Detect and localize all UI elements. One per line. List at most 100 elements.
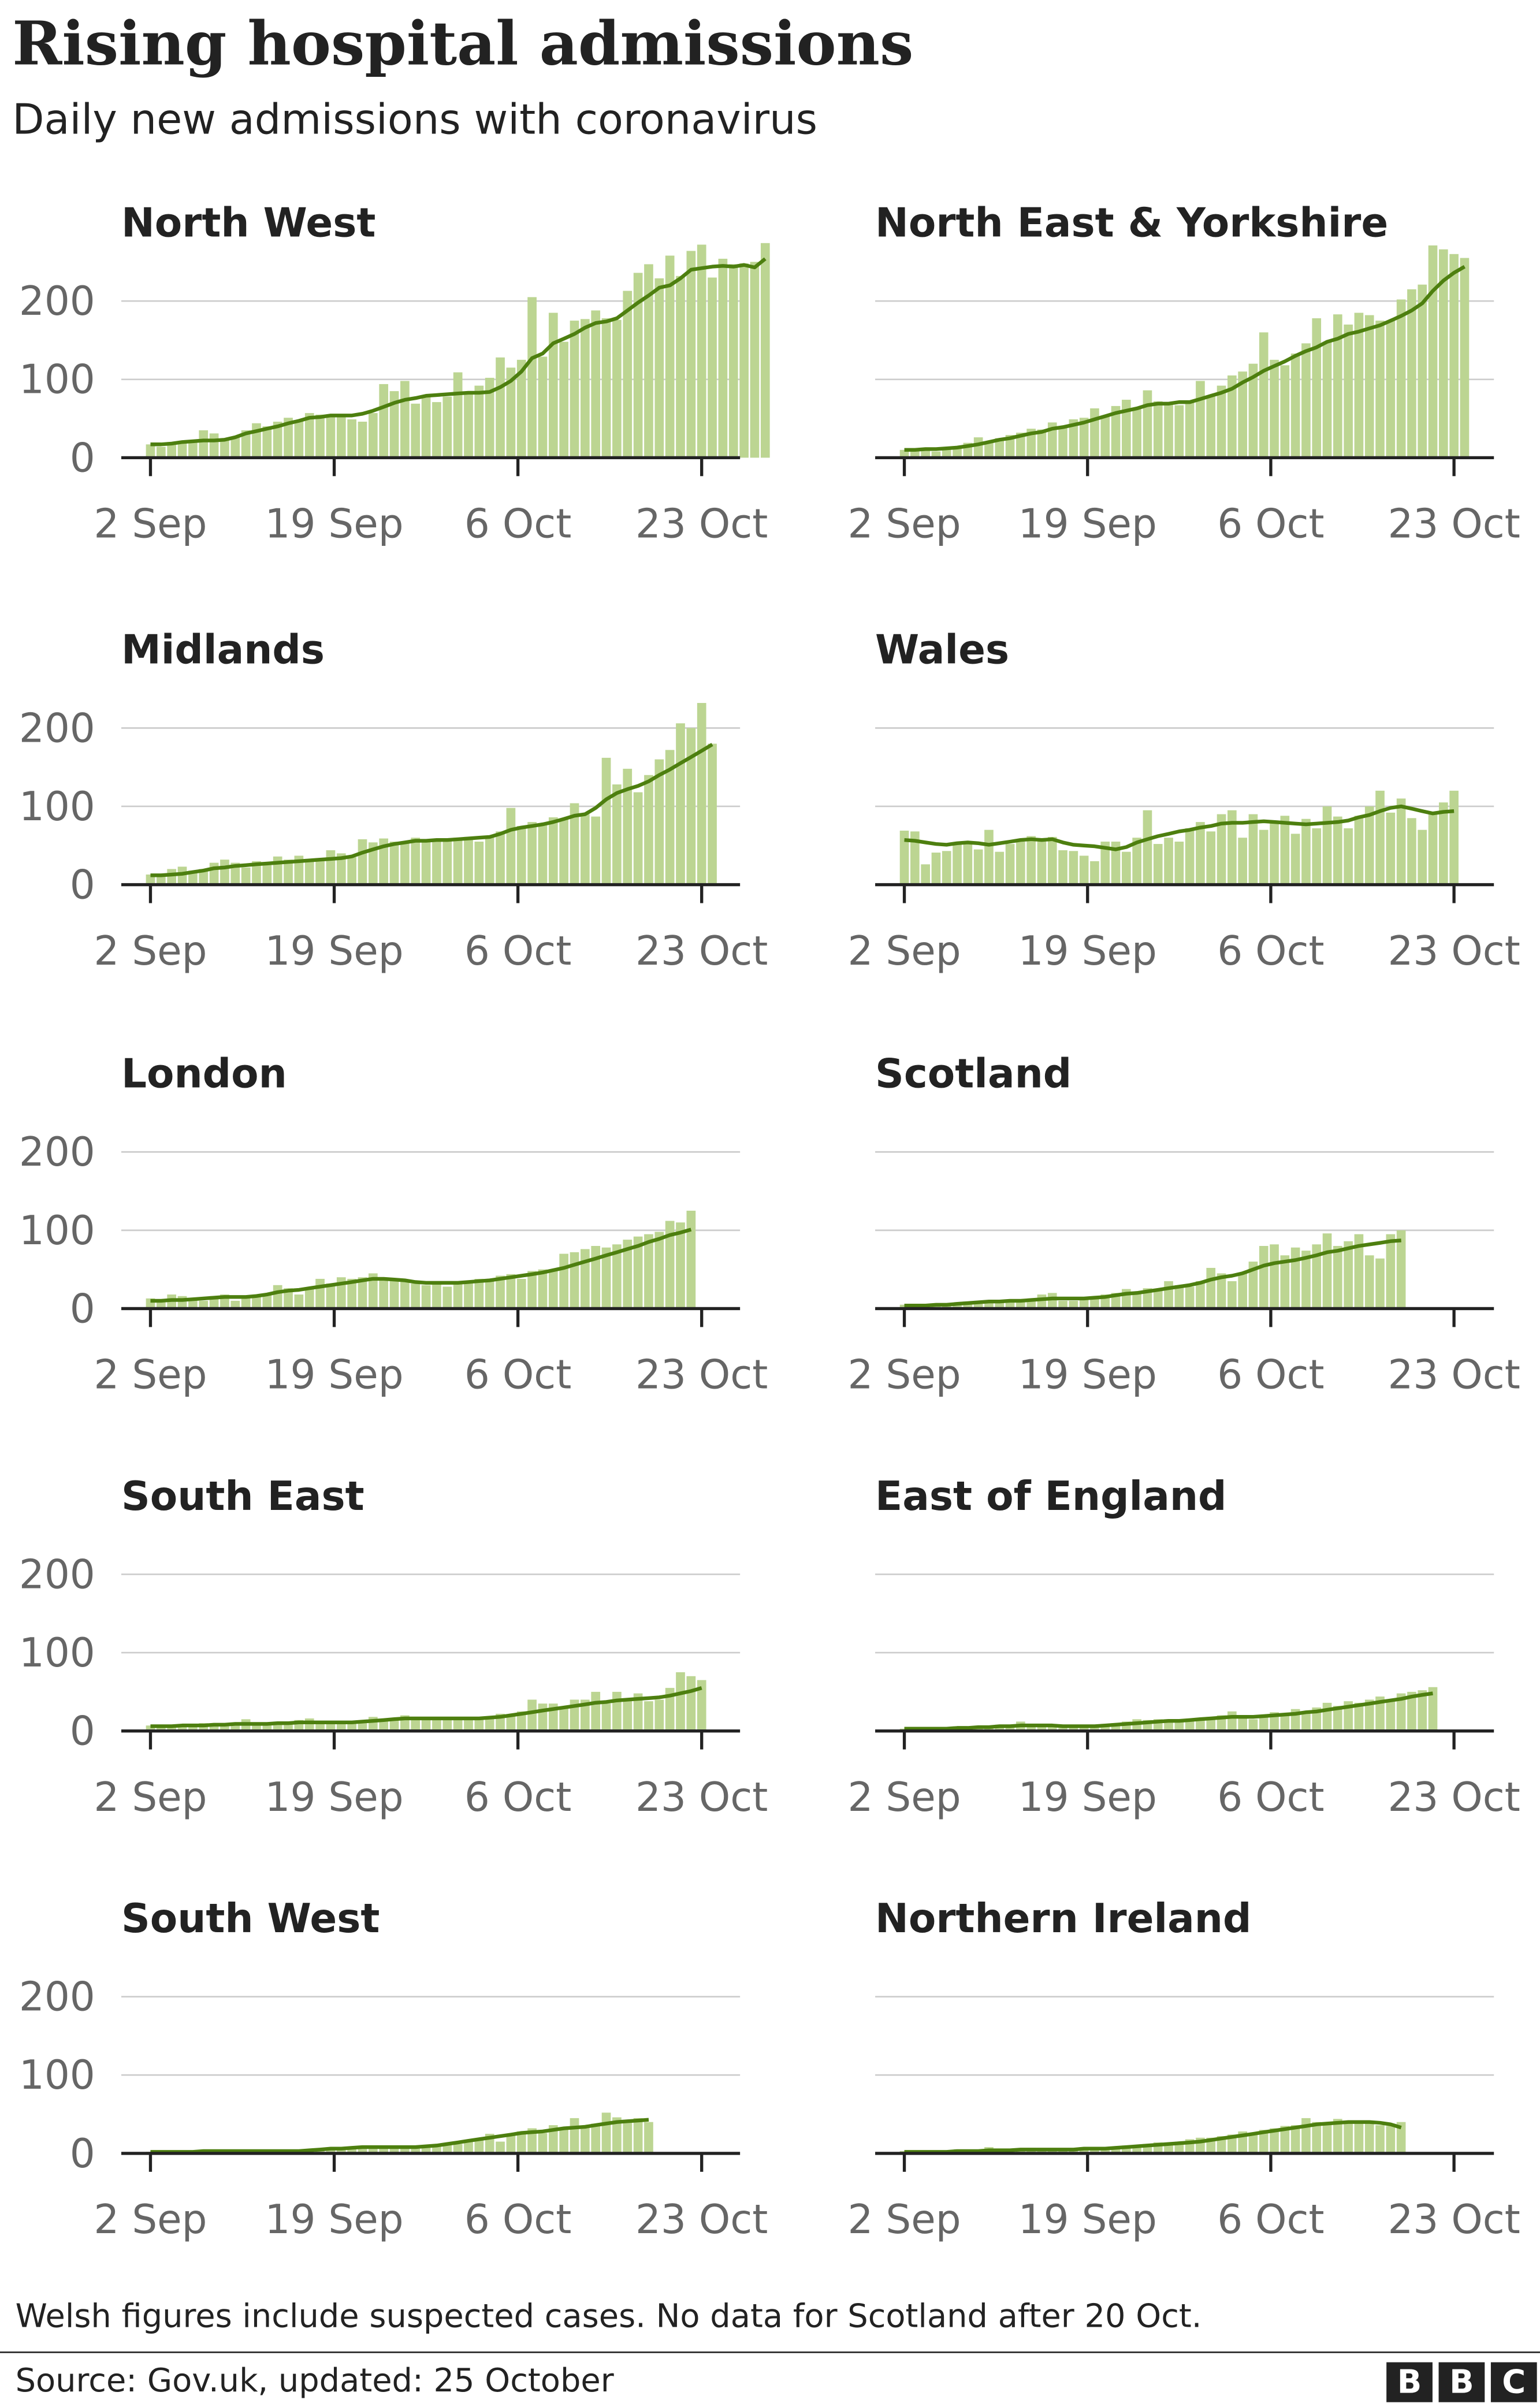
x-tick-label: 2 Sep	[94, 501, 207, 548]
bar	[379, 2148, 389, 2153]
average-line	[904, 2120, 1402, 2154]
bar	[1227, 1711, 1237, 1731]
bar	[633, 792, 643, 885]
bar	[527, 297, 537, 458]
panel: Wales 2 Sep 19 Sep 6 Oct 23 Oct	[847, 627, 1520, 974]
bar	[1100, 841, 1110, 885]
bar	[516, 825, 526, 885]
bar	[1174, 841, 1184, 885]
bar	[665, 255, 675, 458]
bar	[1364, 1699, 1374, 1731]
bar	[496, 2141, 505, 2153]
bar	[1270, 359, 1279, 458]
bar	[921, 449, 930, 458]
bar	[1354, 816, 1364, 885]
bar	[1153, 1289, 1163, 1309]
bar	[612, 1244, 622, 1309]
bar	[1090, 1727, 1099, 1731]
average-line	[904, 804, 1455, 851]
bar	[252, 423, 261, 458]
bar	[209, 1724, 219, 1731]
bar	[474, 1719, 484, 1731]
bar	[1354, 1702, 1364, 1731]
x-tick-label: 23 Oct	[635, 1352, 768, 1398]
bar	[676, 276, 685, 458]
bar	[601, 318, 611, 458]
bar	[1386, 2126, 1396, 2153]
bar	[358, 1722, 367, 1731]
bar	[538, 2133, 548, 2153]
bar	[570, 803, 579, 885]
bar	[368, 842, 378, 885]
x-tick-label: 19 Sep	[265, 501, 403, 548]
panel: East of England 2 Sep 19 Sep 6 Oct 23 Oct	[847, 1474, 1520, 1821]
panel: North West 0 100 200 2 Sep 19 Sep 6 Oct 23 Oct	[19, 200, 770, 548]
bar	[474, 2139, 484, 2153]
x-tick-label: 2 Sep	[94, 1352, 207, 1398]
bar	[252, 861, 261, 885]
bar	[1100, 2148, 1110, 2153]
bar	[1290, 2125, 1300, 2153]
bar	[389, 391, 399, 458]
y-tick-label: 0	[70, 1709, 95, 1755]
bar	[581, 814, 590, 885]
panel: South East 0 100 200 2 Sep 19 Sep 6 Oct 23 Oct	[19, 1474, 768, 1821]
bar	[506, 367, 516, 458]
bar	[464, 1281, 473, 1309]
chart-subtitle: Daily new admissions with coronavirus	[12, 96, 818, 144]
bar	[1280, 1715, 1290, 1731]
x-tick-label: 6 Oct	[464, 928, 571, 974]
bar	[1026, 1724, 1036, 1731]
bar	[188, 440, 198, 458]
bar	[506, 1274, 516, 1309]
bar	[1386, 1699, 1396, 1731]
x-tick-label: 6 Oct	[464, 501, 571, 548]
bar	[1439, 249, 1448, 458]
bar	[538, 1269, 548, 1309]
average-line	[150, 743, 713, 877]
bar	[464, 1719, 473, 1731]
bar	[506, 1715, 516, 1731]
bar	[538, 1703, 548, 1731]
bar	[1164, 2144, 1173, 2153]
bar	[188, 1299, 198, 1309]
bar	[411, 1284, 421, 1309]
bar	[516, 359, 526, 458]
y-tick-label: 0	[70, 435, 95, 481]
x-tick-label: 6 Oct	[464, 1352, 571, 1398]
bar	[718, 258, 728, 458]
bar	[1037, 2149, 1047, 2153]
bar	[548, 2125, 558, 2153]
bar	[623, 2120, 633, 2153]
bar	[1248, 363, 1258, 458]
bar	[1164, 404, 1173, 458]
y-tick-label: 100	[19, 1630, 95, 1676]
x-tick-label: 23 Oct	[1388, 501, 1520, 548]
bar	[527, 1699, 537, 1731]
bar	[1460, 258, 1470, 458]
bar	[654, 1232, 664, 1309]
chart-title: Rising hospital admissions	[12, 9, 914, 80]
bar	[1333, 816, 1342, 885]
bar	[644, 2122, 653, 2153]
bar	[581, 1699, 590, 1731]
bar	[315, 858, 325, 885]
bar	[304, 413, 314, 458]
bar	[453, 1718, 463, 1731]
bar	[984, 829, 994, 885]
bar	[1375, 2125, 1385, 2153]
x-tick-label: 19 Sep	[1018, 501, 1157, 548]
bar	[262, 865, 272, 885]
bar	[1344, 324, 1353, 458]
panel: North East & Yorkshire 2 Sep 19 Sep 6 Oct 23…	[847, 200, 1520, 547]
bar	[453, 372, 463, 458]
bar	[1270, 2128, 1279, 2153]
bar	[1005, 1726, 1015, 1731]
bar	[559, 1707, 568, 1731]
bbc-logo-letter: C	[1490, 2362, 1537, 2402]
bar	[1344, 2122, 1353, 2153]
bar	[644, 775, 653, 885]
bar	[230, 862, 240, 885]
bar	[167, 442, 177, 458]
bar	[601, 1247, 611, 1309]
